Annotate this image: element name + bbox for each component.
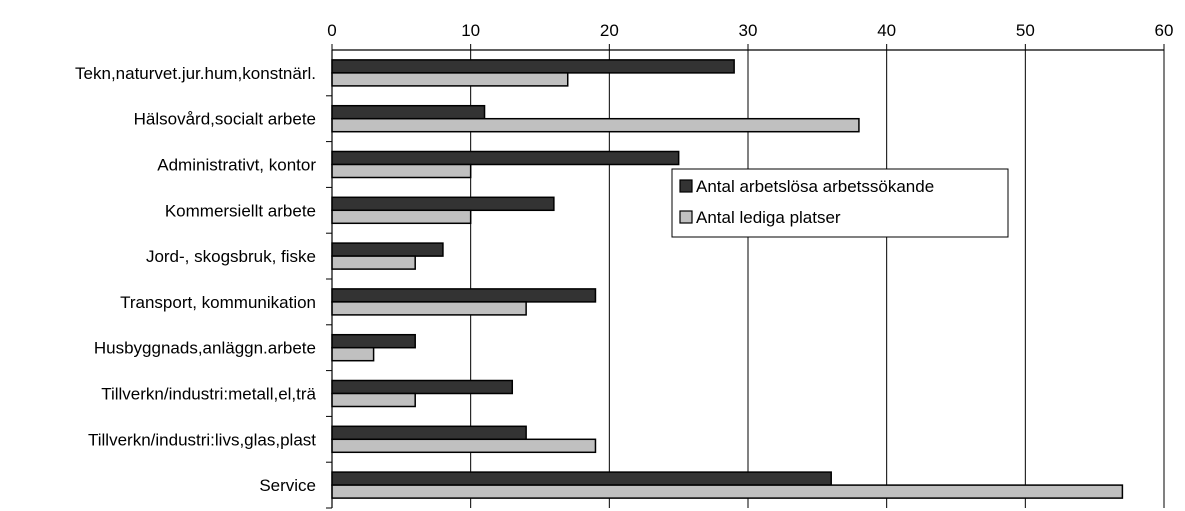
x-tick-label: 40	[877, 21, 896, 40]
bar-unemployed	[331, 150, 680, 166]
legend-swatch	[679, 210, 693, 224]
bar-vacancies	[331, 301, 527, 316]
bar-unemployed	[331, 196, 555, 212]
legend-label: Antal lediga platser	[696, 208, 841, 227]
x-tick-label: 60	[1155, 21, 1174, 40]
bars	[331, 59, 1124, 499]
bar-unemployed	[331, 104, 486, 120]
category-label: Hälsovård,socialt arbete	[134, 110, 316, 129]
bar-vacancies	[331, 392, 416, 408]
bar-vacancies	[331, 209, 472, 225]
bar-vacancies	[331, 163, 472, 179]
bar-vacancies	[331, 255, 416, 270]
x-tick-label: 0	[327, 21, 336, 40]
bar-vacancies	[331, 72, 569, 87]
x-tick-label: 30	[739, 21, 758, 40]
legend-box	[671, 168, 1009, 238]
category-label: Tekn,naturvet.jur.hum,konstnärl.	[75, 64, 316, 83]
bar-vacancies	[331, 484, 1124, 499]
category-label: Jord-, skogsbruk, fiske	[146, 247, 316, 266]
category-label: Tillverkn/industri:livs,glas,plast	[88, 430, 316, 449]
bar-unemployed	[331, 471, 832, 486]
legend-label: Antal arbetslösa arbetssökande	[696, 177, 934, 196]
axes	[326, 49, 1164, 509]
category-label: Tillverkn/industri:metall,el,trä	[101, 385, 316, 404]
legend-swatch	[679, 179, 693, 193]
bar-vacancies	[331, 117, 860, 133]
category-label: Service	[259, 476, 316, 495]
category-label: Administrativt, kontor	[157, 156, 316, 175]
category-label: Husbyggnads,anläggn.arbete	[94, 339, 316, 358]
category-label: Transport, kommunikation	[120, 293, 316, 312]
bar-unemployed	[331, 288, 597, 303]
bar-vacancies	[331, 346, 375, 362]
bar-unemployed	[331, 333, 416, 349]
category-label: Kommersiellt arbete	[165, 201, 316, 220]
x-tick-label: 10	[461, 21, 480, 40]
x-axis-ticks: 0 10 20 30 40 50 60	[327, 21, 1173, 50]
bar-unemployed	[331, 425, 527, 441]
x-tick-label: 50	[1016, 21, 1035, 40]
x-tick-label: 20	[600, 21, 619, 40]
bar-vacancies	[331, 438, 597, 454]
category-labels: Tekn,naturvet.jur.hum,konstnärl. Hälsovår…	[75, 64, 316, 495]
bar-unemployed	[331, 242, 444, 257]
bar-unemployed	[331, 379, 514, 395]
legend: Antal arbetslösa arbetssökande Antal ledi…	[671, 168, 1009, 238]
bar-unemployed	[331, 59, 735, 74]
